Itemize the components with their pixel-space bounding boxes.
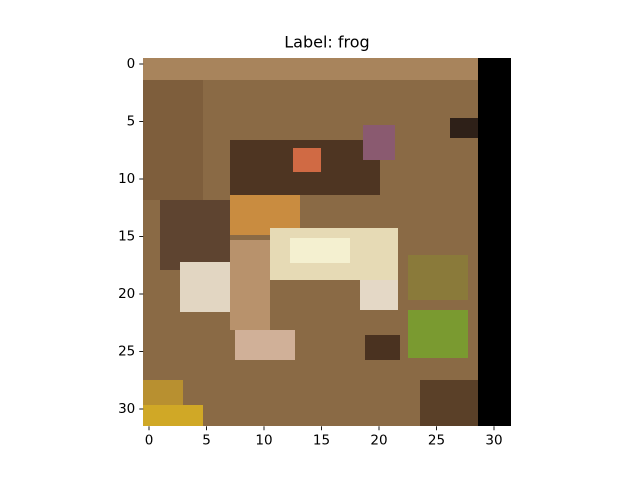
y-tick-label: 25	[118, 344, 135, 360]
y-tick-label: 30	[118, 401, 135, 417]
chart-title: Label: frog	[284, 33, 369, 52]
x-tick-label: 10	[255, 432, 272, 448]
y-tick-label: 10	[118, 171, 135, 187]
x-tick-label: 0	[145, 432, 154, 448]
x-tick-label: 30	[485, 432, 502, 448]
y-tick-label: 0	[127, 56, 136, 72]
y-tick-label: 20	[118, 286, 135, 302]
x-tick-label: 25	[428, 432, 445, 448]
x-tick-label: 20	[370, 432, 387, 448]
x-tick-label: 5	[202, 432, 211, 448]
x-tick-label: 15	[313, 432, 330, 448]
y-tick-label: 5	[127, 114, 136, 130]
y-tick-label: 15	[118, 229, 135, 245]
image	[143, 58, 511, 426]
